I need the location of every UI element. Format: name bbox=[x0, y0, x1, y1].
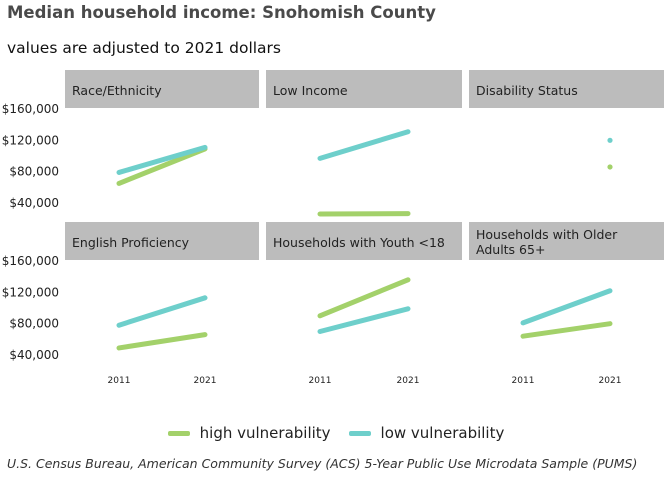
facet-label: Low Income bbox=[273, 83, 348, 98]
facet-strip bbox=[469, 70, 664, 108]
facet-label: Disability Status bbox=[476, 83, 578, 98]
y-tick-label: $80,000 bbox=[9, 317, 59, 331]
series-line bbox=[116, 146, 208, 186]
chart-title: Median household income: Snohomish Count… bbox=[7, 3, 436, 22]
chart-subtitle: values are adjusted to 2021 dollars bbox=[7, 39, 281, 57]
legend-swatch-high bbox=[167, 430, 190, 436]
chart-caption: U.S. Census Bureau, American Community S… bbox=[7, 456, 638, 471]
facet-strip bbox=[65, 222, 259, 260]
facet-strip bbox=[65, 70, 259, 108]
y-tick-label: $80,000 bbox=[9, 165, 59, 179]
x-tick-label: 2021 bbox=[194, 376, 217, 386]
x-tick-label: 2021 bbox=[397, 376, 420, 386]
x-tick-label: 2011 bbox=[108, 376, 131, 386]
y-tick-label: $40,000 bbox=[9, 348, 59, 362]
series-line bbox=[520, 321, 613, 339]
faceted-line-chart: Race/Ethnicity $40,000 $80,000 $120,000 $160… bbox=[2, 70, 664, 386]
legend-label-high: high vulnerability bbox=[199, 424, 331, 442]
series-line bbox=[317, 129, 411, 161]
facet-strip bbox=[266, 222, 462, 260]
x-tick-label: 2011 bbox=[309, 376, 332, 386]
facet-strip bbox=[266, 70, 462, 108]
series-line bbox=[317, 306, 411, 334]
legend-item-low[interactable]: low vulnerability bbox=[348, 424, 505, 442]
y-tick-label: $40,000 bbox=[9, 196, 59, 210]
series-line bbox=[116, 295, 208, 328]
facet-label: Race/Ethnicity bbox=[72, 83, 162, 98]
y-tick-label: $160,000 bbox=[2, 102, 59, 116]
legend: high vulnerability low vulnerability bbox=[0, 424, 672, 442]
series-line bbox=[317, 277, 411, 319]
series-line bbox=[520, 288, 613, 326]
y-tick-label: $160,000 bbox=[2, 254, 59, 268]
series-line bbox=[116, 144, 208, 175]
x-tick-label: 2011 bbox=[512, 376, 535, 386]
legend-swatch-low bbox=[348, 430, 371, 436]
y-tick-label: $120,000 bbox=[2, 285, 59, 299]
data-point bbox=[607, 164, 613, 170]
y-tick-label: $120,000 bbox=[2, 133, 59, 147]
facet-label: English Proficiency bbox=[72, 235, 190, 250]
x-tick-label: 2021 bbox=[599, 376, 622, 386]
facet-label: Households with Youth <18 bbox=[273, 235, 445, 250]
data-point bbox=[607, 137, 613, 143]
facet-label: Households with Older Adults 65+ bbox=[476, 227, 618, 257]
legend-item-high[interactable]: high vulnerability bbox=[167, 424, 331, 442]
facet-strip bbox=[469, 222, 664, 260]
series-line bbox=[116, 332, 208, 351]
legend-label-low: low vulnerability bbox=[380, 424, 505, 442]
